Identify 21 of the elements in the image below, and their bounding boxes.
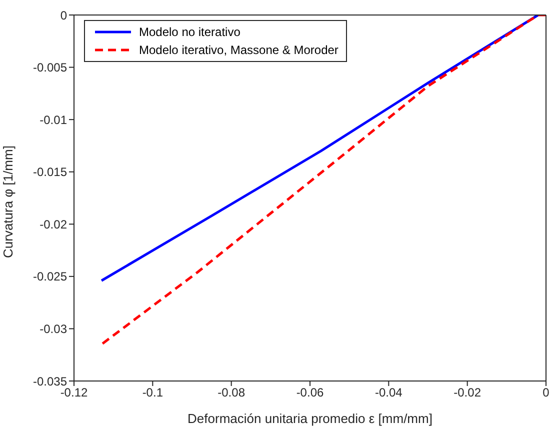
- x-tick-label: -0.1: [142, 386, 164, 400]
- x-tick-label: -0.08: [218, 386, 246, 400]
- x-tick-label: -0.12: [60, 386, 88, 400]
- y-tick-label: -0.01: [40, 112, 68, 127]
- line-series: [100, 15, 540, 282]
- line-series: [100, 15, 546, 346]
- x-tick-label: 0: [542, 386, 550, 400]
- y-tick-label: -0.02: [40, 217, 68, 232]
- y-tick-label: -0.03: [40, 322, 68, 336]
- y-tick-label: -0.025: [32, 270, 68, 284]
- legend-label: Modelo no iterativo: [139, 24, 240, 41]
- legend-label: Modelo iterativo, Massone & Moroder: [139, 42, 338, 59]
- x-tick-label: -0.02: [454, 386, 482, 400]
- x-tick-label: -0.06: [296, 386, 324, 400]
- x-tick-label: -0.04: [374, 386, 403, 400]
- y-tick-label: -0.005: [32, 60, 68, 75]
- y-tick-label: -0.035: [32, 374, 68, 388]
- y-tick-label: -0.015: [32, 165, 68, 180]
- y-tick-label: 0: [60, 8, 68, 22]
- y-axis-title: Curvatura φ [1/mm]: [0, 146, 16, 258]
- x-axis-title: Deformación unitaria promedio ε [mm/mm]: [188, 411, 432, 426]
